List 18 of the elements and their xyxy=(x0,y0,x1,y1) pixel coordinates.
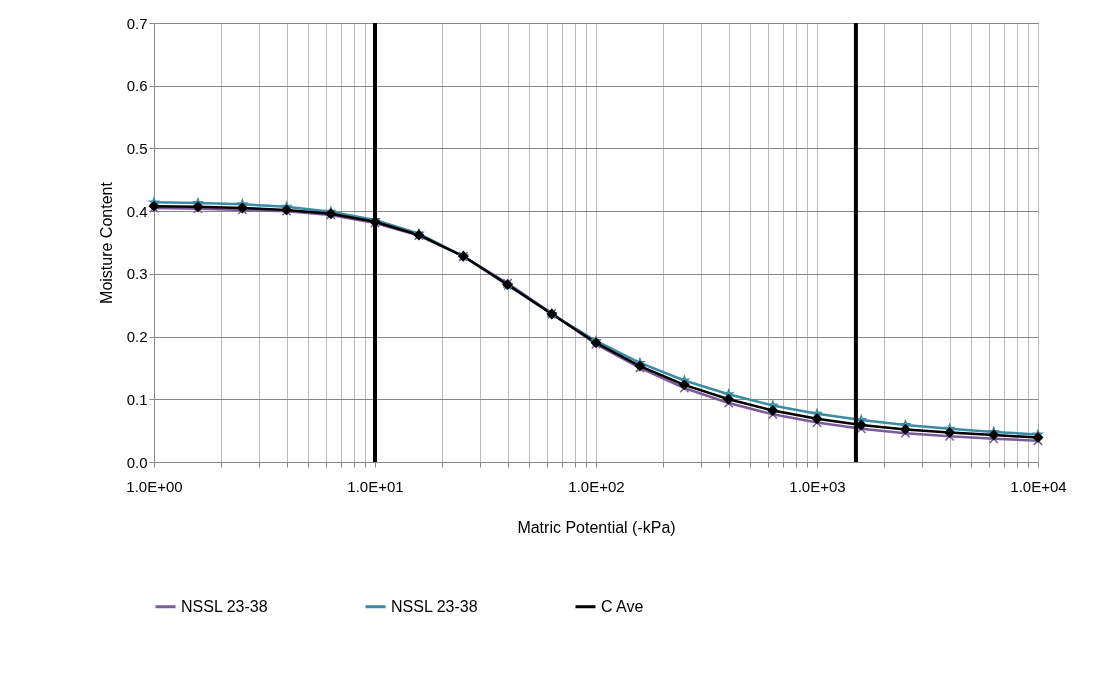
y-axis-title: Moisture Content xyxy=(97,181,115,304)
y-tick-label: 0.2 xyxy=(126,328,148,346)
x-tick-label: 1.0E+04 xyxy=(1010,477,1067,495)
legend-label: C Ave xyxy=(601,597,644,615)
legend-label: NSSL 23-38 xyxy=(391,597,478,615)
y-tick-label: 0.6 xyxy=(126,77,148,95)
y-tick-label: 0.1 xyxy=(126,390,148,408)
x-tick-label: 1.0E+00 xyxy=(126,477,183,495)
x-tick-label: 1.0E+03 xyxy=(789,477,846,495)
y-tick-label: 0.5 xyxy=(126,139,148,157)
y-tick-label: 0.7 xyxy=(126,14,148,32)
y-tick-label: 0.0 xyxy=(126,453,148,471)
y-tick-label: 0.3 xyxy=(126,265,148,283)
x-tick-label: 1.0E+02 xyxy=(568,477,625,495)
legend-label: NSSL 23-38 xyxy=(181,597,268,615)
x-tick-label: 1.0E+01 xyxy=(347,477,404,495)
y-tick-label: 0.4 xyxy=(126,202,148,220)
x-axis-title: Matric Potential (-kPa) xyxy=(517,518,676,536)
